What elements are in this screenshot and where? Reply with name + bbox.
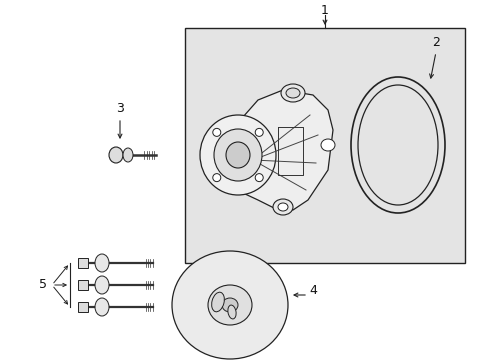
Bar (78, 302, 88, 312)
Ellipse shape (222, 298, 238, 312)
Ellipse shape (214, 129, 262, 181)
Text: 4: 4 (308, 284, 316, 297)
Ellipse shape (95, 276, 109, 294)
Ellipse shape (212, 129, 221, 136)
Ellipse shape (123, 148, 133, 162)
Ellipse shape (95, 254, 109, 272)
Ellipse shape (320, 139, 334, 151)
Ellipse shape (211, 292, 224, 312)
Ellipse shape (172, 251, 287, 359)
Ellipse shape (357, 85, 437, 205)
Text: 5: 5 (39, 279, 47, 292)
Ellipse shape (212, 174, 221, 182)
Ellipse shape (272, 199, 292, 215)
Ellipse shape (95, 298, 109, 316)
Ellipse shape (285, 88, 299, 98)
Ellipse shape (200, 115, 275, 195)
Text: 2: 2 (431, 36, 439, 49)
Ellipse shape (255, 174, 263, 182)
Ellipse shape (361, 90, 433, 200)
Ellipse shape (207, 285, 251, 325)
Bar (78, 280, 88, 290)
Ellipse shape (255, 129, 263, 136)
Ellipse shape (109, 147, 123, 163)
Text: 1: 1 (321, 4, 328, 17)
Ellipse shape (225, 142, 249, 168)
Ellipse shape (227, 305, 236, 319)
Ellipse shape (281, 84, 305, 102)
Ellipse shape (278, 203, 287, 211)
Ellipse shape (350, 77, 444, 213)
Polygon shape (243, 90, 332, 210)
Bar (78, 258, 88, 268)
Bar (184, 28, 464, 263)
Text: 3: 3 (116, 102, 123, 114)
